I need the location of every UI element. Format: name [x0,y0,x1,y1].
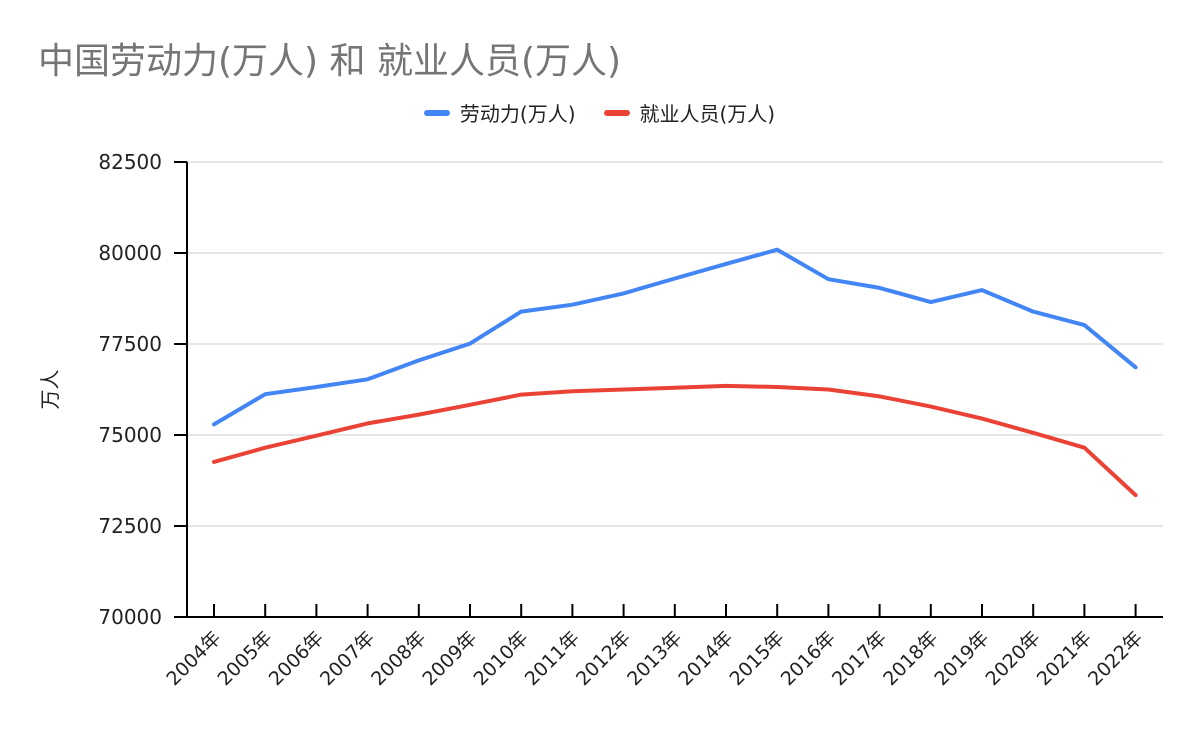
y-tick-label: 70000 [98,605,162,629]
y-axis-title: 万人 [38,370,62,410]
legend: 劳动力(万人) 就业人员(万人) [0,98,1199,127]
x-tick-label: 2020年 [982,627,1045,690]
legend-swatch-employed [603,109,630,116]
x-tick-label: 2021年 [1033,627,1096,690]
x-tick-label: 2012年 [572,627,635,690]
y-tick-label: 77500 [98,332,162,356]
x-tick-label: 2007年 [316,627,379,690]
y-tick-label: 72500 [98,514,162,538]
x-tick-label: 2004年 [162,627,225,690]
series-line-labor-force [212,247,1138,427]
x-tick-label: 2022年 [1084,627,1147,690]
y-tick-label: 82500 [98,150,162,174]
x-tick-label: 2015年 [726,627,789,690]
y-tick-label: 75000 [98,423,162,447]
x-tick-label: 2005年 [214,627,277,690]
legend-item-labor-force[interactable]: 劳动力(万人) [423,98,576,127]
x-tick-label: 2011年 [521,627,584,690]
x-tick-label: 2010年 [470,627,533,690]
gridlines [187,161,1163,527]
x-tick-label: 2009年 [418,627,481,690]
x-tick-label: 2008年 [367,627,430,690]
legend-item-employed[interactable]: 就业人员(万人) [603,98,776,127]
x-tick-label: 2018年 [879,627,942,690]
axes [174,161,1163,618]
series-lines [212,247,1138,498]
legend-label-employed: 就业人员(万人) [639,102,776,126]
x-tick-label: 2006年 [265,627,328,690]
x-tick-label: 2014年 [674,627,737,690]
x-tick-label: 2019年 [930,627,993,690]
x-tick-label: 2016年 [777,627,840,690]
legend-swatch-labor-force [423,109,450,116]
legend-label-labor-force: 劳动力(万人) [459,102,576,126]
x-tick-label: 2017年 [828,627,891,690]
chart-title: 中国劳动力(万人) 和 就业人员(万人) [38,41,622,82]
series-line-employed [212,383,1138,498]
y-tick-label: 80000 [98,241,162,265]
x-tick-label: 2013年 [623,627,686,690]
